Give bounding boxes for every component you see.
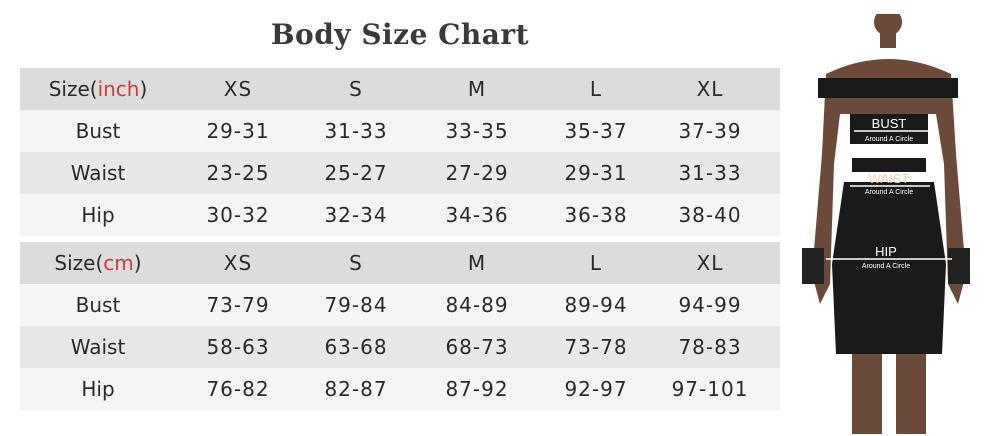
measurement-value: 25-27	[324, 161, 388, 185]
measurement-label: Hip	[81, 203, 115, 227]
hip-note: Around A Circle	[862, 263, 910, 270]
measurement-value: 36-38	[564, 203, 628, 227]
bust-note: Around A Circle	[865, 136, 913, 143]
table-header-row: Size(inch) XS S M L XL	[20, 68, 780, 110]
size-column-header: L	[589, 77, 603, 101]
size-label-text: )	[133, 251, 142, 275]
chart-title: Body Size Chart	[270, 18, 530, 51]
measurement-value: 68-73	[445, 335, 509, 359]
measurement-value: 58-63	[206, 335, 270, 359]
measurement-value: 32-34	[324, 203, 388, 227]
measurement-value: 30-32	[206, 203, 270, 227]
size-column-header: S	[349, 77, 363, 101]
waist-label: WAIST	[869, 171, 910, 186]
measurement-value: 89-94	[564, 293, 628, 317]
size-column-header: S	[349, 251, 363, 275]
size-column-header: M	[467, 77, 487, 101]
measurement-value: 31-33	[678, 161, 742, 185]
measurement-label: Waist	[70, 161, 126, 185]
measurement-value: 34-36	[445, 203, 509, 227]
table-row: Bust 29-31 31-33 33-35 35-37 37-39	[20, 110, 780, 152]
measurement-label: Hip	[81, 377, 115, 401]
hip-label: HIP	[875, 244, 897, 259]
measurement-value: 38-40	[678, 203, 742, 227]
measurement-label: Bust	[75, 293, 121, 317]
measurement-label: Waist	[70, 335, 126, 359]
size-label-text: Size(	[48, 77, 98, 101]
measurement-value: 94-99	[678, 293, 742, 317]
size-column-header: L	[589, 251, 603, 275]
measurement-value: 29-31	[564, 161, 628, 185]
measurement-value: 23-25	[206, 161, 270, 185]
measurement-value: 82-87	[324, 377, 388, 401]
measurement-value: 87-92	[445, 377, 509, 401]
size-label-text: )	[139, 77, 148, 101]
measurement-value: 37-39	[678, 119, 742, 143]
waist-note: Around A Circle	[865, 189, 913, 196]
size-column-header: XS	[223, 77, 253, 101]
size-column-header: M	[467, 251, 487, 275]
size-unit-label: Size(cm)	[54, 242, 141, 284]
measurement-value: 29-31	[206, 119, 270, 143]
unit-text: inch	[97, 77, 140, 101]
measurement-value: 73-78	[564, 335, 628, 359]
measurement-value: 73-79	[206, 293, 270, 317]
table-row: Bust 73-79 79-84 84-89 89-94 94-99	[20, 284, 780, 326]
measurement-value: 76-82	[206, 377, 270, 401]
measurement-value: 31-33	[324, 119, 388, 143]
model-figure: BUST Around A Circle WAIST Around A Circ…	[802, 14, 970, 434]
measurement-value: 35-37	[564, 119, 628, 143]
table-row: Waist 23-25 25-27 27-29 29-31 31-33	[20, 152, 780, 194]
size-label-text: Size(	[54, 251, 104, 275]
bust-label: BUST	[872, 116, 907, 131]
size-unit-label: Size(inch)	[49, 68, 148, 110]
measurement-value: 79-84	[324, 293, 388, 317]
measurement-value: 63-68	[324, 335, 388, 359]
unit-text: cm	[103, 251, 134, 275]
table-row: Hip 30-32 32-34 34-36 36-38 38-40	[20, 194, 780, 236]
size-column-header: XL	[696, 251, 724, 275]
measurement-value: 84-89	[445, 293, 509, 317]
table-row: Waist 58-63 63-68 68-73 73-78 78-83	[20, 326, 780, 368]
size-column-header: XL	[696, 77, 724, 101]
measurement-value: 97-101	[671, 377, 749, 401]
measurement-value: 78-83	[678, 335, 742, 359]
measurement-label: Bust	[75, 119, 121, 143]
size-column-header: XS	[223, 251, 253, 275]
table-row: Hip 76-82 82-87 87-92 92-97 97-101	[20, 368, 780, 410]
measurement-value: 92-97	[564, 377, 628, 401]
table-header-row: Size(cm) XS S M L XL	[20, 242, 780, 284]
measurement-value: 33-35	[445, 119, 509, 143]
measurement-value: 27-29	[445, 161, 509, 185]
